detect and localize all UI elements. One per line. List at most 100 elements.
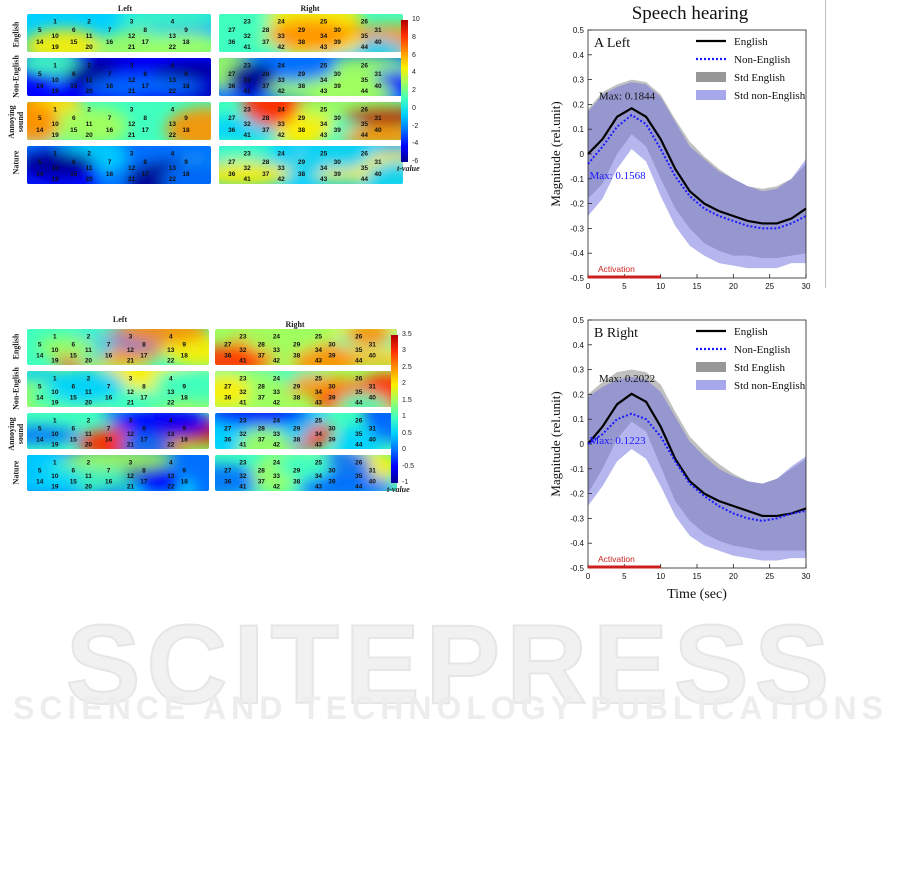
- channel-label: 10: [51, 165, 59, 172]
- channel-label: 25: [315, 334, 323, 341]
- channel-label: 31: [374, 27, 382, 34]
- topo-map: 1 2 3 4 5 6 7 8 9 10 11 12 13 14 15 16 17 18 19 20 21 22: [27, 413, 209, 449]
- legend-label: Std non-English: [734, 380, 806, 392]
- topo-map: 23 24 25 26 27 28 29 30 31 32 33 34 35 36 37 38 39 40 41 42…: [215, 329, 397, 365]
- channel-label: 42: [277, 132, 285, 139]
- y-tick-label: -0.5: [570, 274, 584, 283]
- channel-label: 31: [374, 71, 382, 78]
- colorbar-tick-label: -1: [402, 479, 409, 486]
- channel-label: 41: [243, 132, 251, 139]
- channel-label: 5: [38, 27, 42, 34]
- heatmap-figure-bottom: Left Right English Non-English Annoying …: [0, 300, 440, 500]
- channel-label: 1: [53, 376, 57, 383]
- channel-label: 24: [277, 151, 285, 158]
- heatmap-row-label: Non-English: [11, 367, 21, 410]
- channel-label: 3: [130, 19, 134, 26]
- channel-label: 12: [127, 389, 135, 396]
- channel-label: 18: [182, 127, 190, 134]
- channel-label: 22: [169, 88, 177, 95]
- channel-label: 30: [334, 27, 342, 34]
- channel-label: 18: [181, 437, 189, 444]
- x-tick-label: 20: [729, 572, 738, 581]
- channel-label: 3: [130, 151, 134, 158]
- channel-label: 38: [293, 395, 301, 402]
- channel-label: 26: [361, 19, 369, 26]
- legend-label: Std English: [734, 362, 786, 374]
- channel-label: 14: [36, 395, 44, 402]
- channel-label: 33: [273, 473, 281, 480]
- channel-label: 10: [51, 121, 59, 128]
- channel-label: 19: [51, 132, 59, 139]
- channel-label: 35: [355, 347, 363, 354]
- channel-label: 28: [258, 383, 266, 390]
- x-tick-label: 15: [693, 282, 702, 291]
- channel-label: 14: [36, 171, 44, 178]
- channel-label: 44: [355, 483, 363, 490]
- channel-label: 2: [87, 151, 91, 158]
- channel-label: 43: [315, 399, 323, 406]
- channel-label: 17: [140, 479, 148, 486]
- activation-label: Activation: [598, 554, 635, 564]
- channel-label: 12: [127, 431, 135, 438]
- colorbar-tick-label: 3.5: [402, 331, 412, 338]
- colorbar-tick-label: 10: [412, 16, 420, 23]
- channel-label: 27: [228, 71, 236, 78]
- colorbar-tick-label: 0.5: [402, 429, 412, 437]
- channel-label: 27: [224, 467, 232, 474]
- channel-label: 15: [70, 83, 78, 90]
- channel-label: 39: [334, 83, 342, 90]
- x-tick-label: 25: [765, 282, 774, 291]
- channel-label: 36: [224, 437, 232, 444]
- channel-label: 23: [239, 376, 247, 383]
- channel-label: 4: [171, 63, 175, 70]
- channel-label: 35: [361, 121, 369, 128]
- channel-label: 25: [315, 376, 323, 383]
- channel-label: 41: [243, 176, 251, 183]
- channel-label: 17: [142, 127, 150, 134]
- channel-label: 8: [142, 341, 146, 348]
- channel-label: 42: [277, 176, 285, 183]
- channel-label: 31: [369, 341, 377, 348]
- channel-label: 11: [86, 33, 93, 40]
- channel-label: 12: [127, 473, 135, 480]
- colorbar-tick-label: 8: [412, 33, 416, 41]
- channel-label: 26: [361, 107, 369, 114]
- channel-label: 13: [169, 121, 177, 128]
- channel-label: 35: [355, 431, 363, 438]
- channel-label: 32: [239, 389, 247, 396]
- channel-label: 28: [258, 341, 266, 348]
- channel-label: 41: [239, 357, 247, 364]
- heatmap-row-label: Nature: [11, 150, 21, 175]
- channel-label: 12: [128, 77, 136, 84]
- channel-label: 27: [228, 115, 236, 122]
- channel-label: 3: [129, 376, 133, 383]
- channel-label: 16: [106, 127, 114, 134]
- max-annotation: Max: 0.1223: [589, 435, 646, 447]
- channel-label: 41: [239, 483, 247, 490]
- channel-label: 37: [262, 39, 270, 46]
- channel-label: 4: [169, 334, 173, 341]
- channel-label: 42: [277, 88, 285, 95]
- channel-label: 36: [224, 353, 232, 360]
- channel-label: 40: [369, 479, 377, 486]
- channel-label: 23: [243, 107, 251, 114]
- channel-label: 6: [72, 467, 76, 474]
- channel-label: 7: [108, 71, 112, 78]
- channel-label: 14: [36, 353, 44, 360]
- channel-label: 40: [374, 171, 382, 178]
- channel-label: 39: [334, 171, 342, 178]
- x-tick-label: 25: [765, 572, 774, 581]
- channel-label: 13: [167, 389, 175, 396]
- colorbar-tick-label: -0.5: [402, 462, 415, 470]
- channel-label: 33: [277, 165, 285, 172]
- channel-label: 8: [142, 383, 146, 390]
- channel-label: 12: [127, 347, 135, 354]
- channel-label: 3: [129, 418, 133, 425]
- channel-label: 29: [298, 71, 306, 78]
- channel-label: 26: [355, 418, 363, 425]
- channel-label: 23: [243, 19, 251, 26]
- channel-label: 10: [51, 77, 59, 84]
- channel-label: 8: [142, 467, 146, 474]
- channel-label: 37: [258, 395, 266, 402]
- y-tick-label: -0.2: [570, 200, 584, 209]
